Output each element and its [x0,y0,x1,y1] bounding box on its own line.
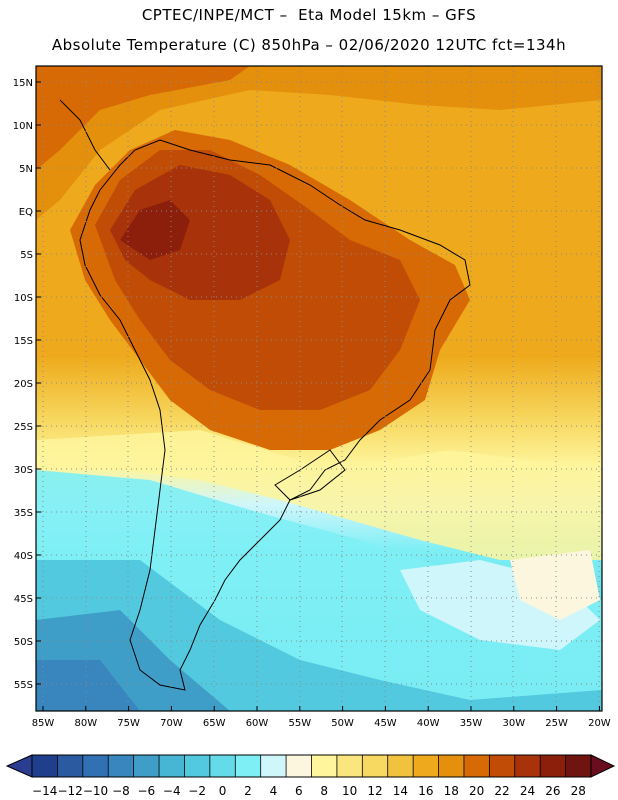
lat-label: 45S [14,594,33,605]
colorbar-swatch [540,755,567,777]
colorbar-swatch [133,755,160,777]
latitude-labels: 15N 10N 5N EQ 5S 10S 15S 20S 25S 30S 35S 40S 45S 50S 5… [13,78,41,691]
colorbar-label: −6 [137,784,155,798]
colorbar-label: 16 [418,784,433,798]
colorbar-label: 6 [295,784,303,798]
colorbar-label: −14 [32,784,57,798]
colorbar-label: −4 [163,784,181,798]
title-line-1: CPTEC/INPE/MCT – Eta Model 15km – GFS [141,6,477,24]
lat-label: 10S [14,293,33,304]
colorbar-label: 28 [571,784,586,798]
colorbar: −14 −12 −10 −8 −6 −4 −2 0 2 4 6 8 10 12 14 16 18 20 22 24 26… [5,754,616,798]
lon-label: 50W [331,718,354,729]
colorbar-swatch [82,755,109,777]
lat-label: 15S [14,336,33,347]
lon-label: 65W [203,718,226,729]
colorbar-swatch [438,755,465,777]
colorbar-label: 20 [469,784,484,798]
lon-label: 60W [246,718,269,729]
colorbar-swatch [108,755,135,777]
colorbar-swatch [209,755,236,777]
lon-label: 75W [117,718,140,729]
lon-label: 80W [74,718,97,729]
colorbar-label: −10 [83,784,108,798]
lat-label: 25S [14,422,33,433]
lon-label: 45W [374,718,397,729]
colorbar-label: 22 [494,784,509,798]
lon-label: 20W [588,718,611,729]
colorbar-label: 12 [367,784,382,798]
colorbar-swatch [463,755,490,777]
colorbar-label: −2 [188,784,206,798]
colorbar-label: −12 [57,784,82,798]
colorbar-swatch [489,755,516,777]
colorbar-label: 26 [545,784,560,798]
temperature-field [36,66,602,711]
colorbar-swatch [514,755,541,777]
colorbar-swatch [336,755,363,777]
lat-label: 50S [14,637,33,648]
colorbar-under-arrow [5,754,33,778]
title-line-2: Absolute Temperature (C) 850hPa – 02/06/… [51,36,567,54]
colorbar-swatch [57,755,84,777]
colorbar-label: 14 [393,784,408,798]
coastline [59,99,471,691]
lat-label: 10N [13,121,33,132]
colorbar-swatch [235,755,262,777]
colorbar-swatch [184,755,211,777]
colorbar-swatch [413,755,440,777]
colorbar-swatch [565,755,592,777]
colorbar-swatch [311,755,338,777]
colorbar-swatch [387,755,414,777]
plot-frame [35,65,603,712]
lat-label: 20S [14,379,33,390]
lat-label: 40S [14,551,33,562]
lon-label: 70W [160,718,183,729]
colorbar-label: 8 [320,784,328,798]
colorbar-swatch [32,755,58,777]
lon-label: 85W [32,718,55,729]
colorbar-swatch [362,755,389,777]
colorbar-swatch [159,755,185,777]
colorbar-label: 0 [219,784,227,798]
lon-label: 35W [460,718,483,729]
colorbar-label: 4 [270,784,278,798]
lat-label: EQ [19,207,33,218]
colorbar-label: 2 [244,784,252,798]
lat-label: 55S [14,680,33,691]
lat-label: 15N [13,78,33,89]
lon-label: 40W [417,718,440,729]
colorbar-label: 24 [520,784,535,798]
lat-label: 5N [19,164,33,175]
colorbar-label: 18 [444,784,459,798]
lon-label: 30W [502,718,525,729]
lon-label: 25W [545,718,568,729]
lon-label: 55W [288,718,311,729]
lat-label: 35S [14,508,33,519]
colorbar-swatch [286,755,312,777]
colorbar-label: −8 [112,784,130,798]
colorbar-label: 10 [342,784,357,798]
colorbar-swatch [260,755,287,777]
colorbar-over-arrow [590,754,616,778]
lat-label: 5S [20,250,33,261]
longitude-labels: 85W 80W 75W 70W 65W 60W 55W 50W 45W 40W 35W 30W 25W 2… [32,706,611,729]
lat-label: 30S [14,465,33,476]
